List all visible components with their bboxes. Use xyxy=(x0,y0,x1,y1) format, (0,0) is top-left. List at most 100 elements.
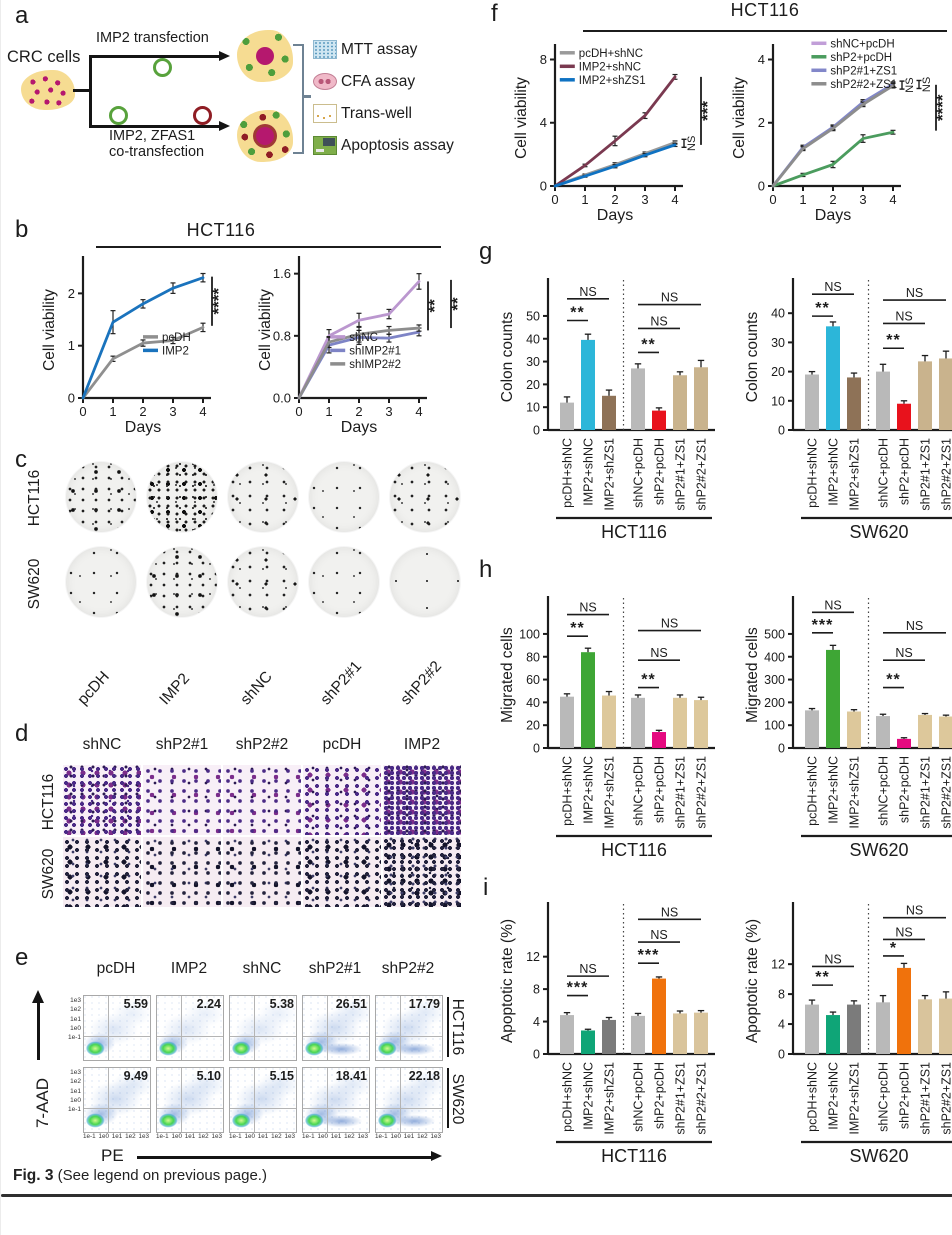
quadrant-percentage: 18.41 xyxy=(335,1069,367,1083)
svg-text:NS: NS xyxy=(921,77,933,92)
quadrant-percentage: 5.59 xyxy=(123,997,148,1011)
panel-c-col-label: shP2#1 xyxy=(317,657,366,709)
colony-dish xyxy=(66,547,136,617)
flow-plot: 9.49 xyxy=(83,1067,151,1133)
svg-text:HCT116: HCT116 xyxy=(601,522,667,542)
svg-text:Days: Days xyxy=(125,419,161,436)
svg-text:shNC: shNC xyxy=(349,332,378,344)
flow-x-axis-arrowhead-icon xyxy=(431,1151,442,1161)
svg-text:Days: Days xyxy=(597,207,633,224)
panel-d-col-label: shP2#2 xyxy=(235,736,289,753)
svg-text:pcDH+shNC: pcDH+shNC xyxy=(561,756,575,826)
svg-text:***: *** xyxy=(638,947,660,964)
svg-text:3: 3 xyxy=(385,404,392,419)
arm1-arrow-line xyxy=(89,55,219,58)
flow-y-ticks: 1e3 1e2 1e1 1e0 1e-1 xyxy=(67,997,81,1042)
colony-counts-chart-hct116: 0 10 20 30 40 50 Colon counts pcDH+shNC IMP2+shN… xyxy=(499,278,715,542)
svg-text:pcDH+shNC: pcDH+shNC xyxy=(561,438,575,508)
flow-x-ticks: 1e-1 1e0 1e1 1e2 1e3 xyxy=(83,1133,149,1140)
svg-text:500: 500 xyxy=(764,627,785,641)
svg-text:SW620: SW620 xyxy=(849,522,908,542)
flow-plot: 5.59 xyxy=(83,995,151,1061)
quadrant-line-h xyxy=(303,1108,369,1110)
svg-text:IMP2: IMP2 xyxy=(162,345,189,357)
svg-text:4: 4 xyxy=(778,1018,785,1032)
svg-text:shP2#1+ZS1: shP2#1+ZS1 xyxy=(919,438,933,511)
flow-x-ticks: 1e-1 1e0 1e1 1e2 1e3 xyxy=(156,1133,222,1140)
colony-dish xyxy=(390,547,460,617)
svg-text:20: 20 xyxy=(526,719,540,733)
svg-text:4: 4 xyxy=(758,52,765,67)
svg-text:0: 0 xyxy=(533,742,540,756)
svg-text:12: 12 xyxy=(526,950,540,964)
svg-text:IMP2+shZS1: IMP2+shZS1 xyxy=(603,756,617,829)
flow-row2-bracket xyxy=(447,1068,449,1128)
svg-text:3: 3 xyxy=(859,192,866,207)
svg-text:shNC+pcDH: shNC+pcDH xyxy=(632,1062,646,1132)
svg-text:0: 0 xyxy=(551,192,558,207)
svg-text:NS: NS xyxy=(579,962,596,976)
apoptosis-cytometer-icon xyxy=(313,136,337,155)
cotransfected-cell-icon xyxy=(237,110,293,162)
svg-text:**: ** xyxy=(570,620,584,637)
svg-text:100: 100 xyxy=(519,627,540,641)
svg-text:**: ** xyxy=(425,299,444,313)
svg-text:shP2#2+ZS1: shP2#2+ZS1 xyxy=(695,1062,709,1135)
svg-text:pcDH+shNC: pcDH+shNC xyxy=(806,438,820,508)
svg-text:1.6: 1.6 xyxy=(273,266,291,281)
panel-e-col-label: IMP2 xyxy=(170,960,208,977)
assay-label-apoptosis: Apoptosis assay xyxy=(341,137,454,154)
panel-d-col-label: shNC xyxy=(82,736,122,753)
panel-e-col-label: shNC xyxy=(242,960,282,977)
panel-c-col-label: shP2#2 xyxy=(397,657,446,709)
quadrant-line-h xyxy=(84,1036,150,1038)
flow-scatter-cloud xyxy=(157,996,223,1060)
panel-c-col-label: pcDH xyxy=(74,668,113,709)
arm2-label-line2: co-transfection xyxy=(109,144,205,160)
colony-dish xyxy=(147,547,217,617)
svg-text:2: 2 xyxy=(139,404,146,419)
svg-text:30: 30 xyxy=(771,336,785,350)
colony-dish xyxy=(228,462,298,532)
svg-text:pcDH+shNC: pcDH+shNC xyxy=(806,1062,820,1132)
panel-c-row-label-sw620: SW620 xyxy=(26,558,43,610)
flow-scatter-cloud xyxy=(303,996,369,1060)
svg-text:shP2+pcDH: shP2+pcDH xyxy=(653,1062,667,1129)
panel-label-b: b xyxy=(15,216,29,243)
svg-text:4: 4 xyxy=(889,192,896,207)
svg-text:0: 0 xyxy=(540,179,547,194)
svg-text:NS: NS xyxy=(650,928,667,942)
svg-text:shNC+pcDH: shNC+pcDH xyxy=(830,38,894,50)
svg-text:**: ** xyxy=(641,336,655,353)
svg-text:***: *** xyxy=(567,980,589,997)
svg-text:300: 300 xyxy=(764,673,785,687)
svg-text:30: 30 xyxy=(526,355,540,369)
flow-plot: 26.51 xyxy=(302,995,370,1061)
svg-text:**: ** xyxy=(570,305,584,322)
colony-dish xyxy=(147,462,217,532)
transwell-image xyxy=(303,765,381,835)
svg-text:4: 4 xyxy=(533,1015,540,1029)
svg-text:NS: NS xyxy=(661,291,678,305)
svg-text:pcDH+shNC: pcDH+shNC xyxy=(806,756,820,826)
svg-text:1: 1 xyxy=(68,338,75,353)
svg-text:IMP2+shNC: IMP2+shNC xyxy=(582,1062,596,1130)
colony-counts-chart-sw620: 0 10 20 30 40 Colon counts pcDH+shNC IMP2+shNC I… xyxy=(744,278,952,542)
svg-text:2: 2 xyxy=(355,404,362,419)
svg-text:Cell viability: Cell viability xyxy=(257,289,274,371)
svg-text:0.0: 0.0 xyxy=(273,391,291,406)
arm2-arrow-line xyxy=(89,125,219,128)
svg-text:Migrated cells: Migrated cells xyxy=(499,627,516,723)
svg-text:**: ** xyxy=(886,332,900,349)
svg-text:0: 0 xyxy=(79,404,86,419)
flow-x-axis-arrow-line xyxy=(137,1156,433,1159)
zfas1-plasmid-icon xyxy=(193,106,212,125)
svg-text:NS: NS xyxy=(824,598,841,612)
colony-dish xyxy=(390,462,460,532)
svg-text:shP2+pcDH: shP2+pcDH xyxy=(898,756,912,823)
svg-text:0: 0 xyxy=(533,424,540,438)
svg-text:1: 1 xyxy=(325,404,332,419)
flow-scatter-cloud xyxy=(230,996,296,1060)
flow-plot: 2.24 xyxy=(156,995,224,1061)
panel-d-col-label: IMP2 xyxy=(403,736,441,753)
